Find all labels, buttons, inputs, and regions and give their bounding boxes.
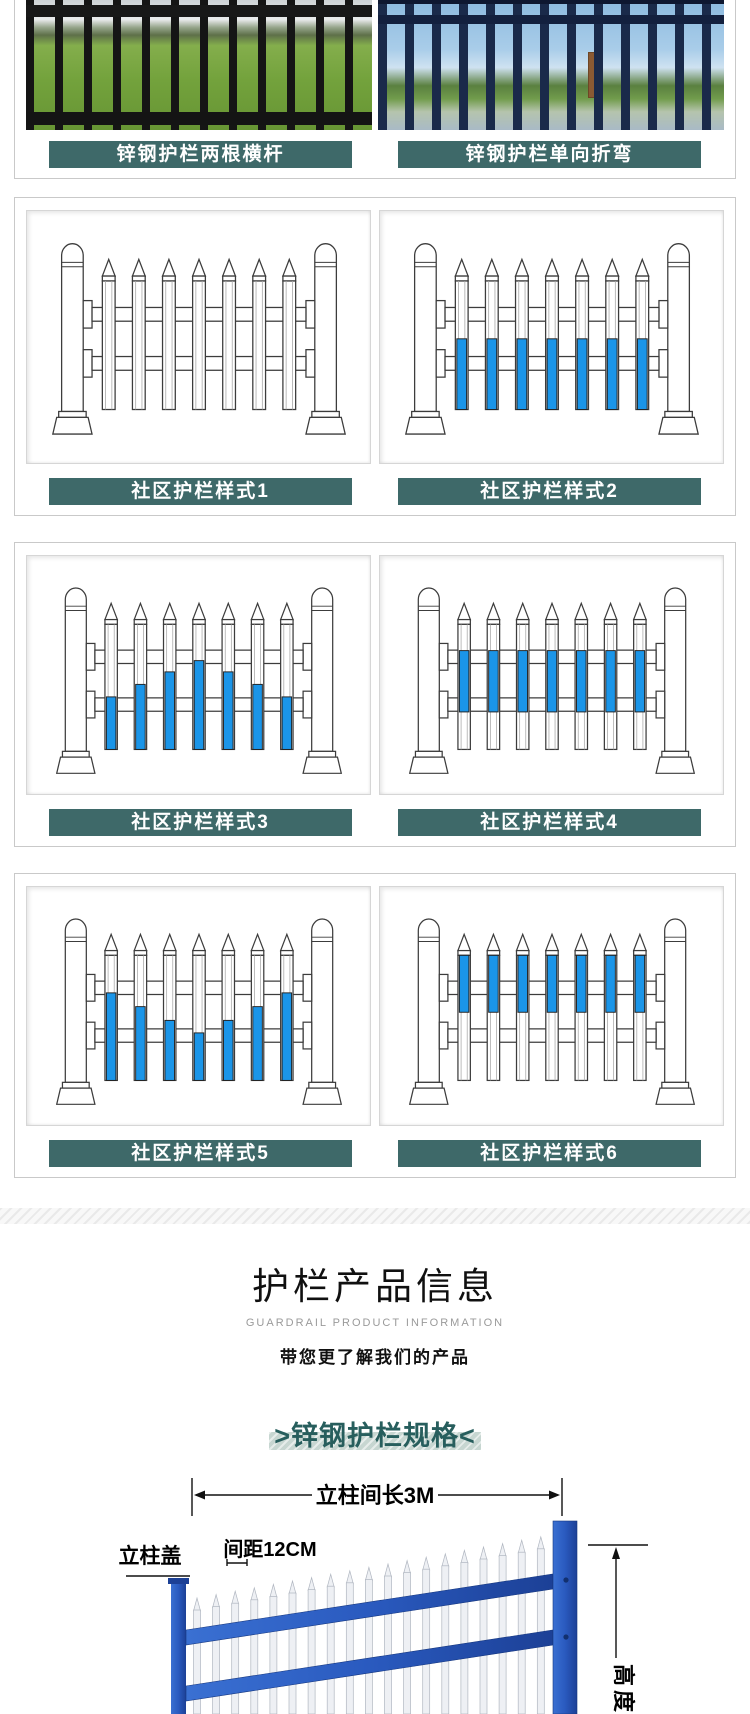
fence-styles-row-3: 社区护栏样式5 社区护栏样式6 [14, 873, 736, 1178]
post-spacing-label: 立柱间长3M [316, 1483, 435, 1508]
arrowhead-right [549, 1490, 560, 1500]
fence-diagram-style-2 [404, 243, 699, 435]
fence-diagram-style-4 [408, 587, 695, 774]
section-title: 护栏产品信息 [252, 1266, 498, 1307]
photo-section: 锌钢护栏两根横杆 锌钢护栏单向折弯 [14, 0, 736, 179]
height-arrowhead [612, 1547, 620, 1559]
rail-bolt-lower [563, 1634, 569, 1640]
fence-style-label-3: 社区护栏样式3 [48, 809, 353, 836]
right-post [552, 1520, 578, 1714]
fence-style-label-2: 社区护栏样式2 [397, 478, 702, 505]
post-cap-label: 立柱盖 [119, 1544, 182, 1568]
svg-text:高: 高 [611, 1664, 636, 1686]
hatched-divider [0, 1208, 750, 1224]
photo-caption-left: 锌钢护栏两根横杆 [48, 141, 353, 168]
rail-bolt-upper [563, 1577, 569, 1583]
fence-style-label-1: 社区护栏样式1 [48, 478, 353, 505]
fence-style-label-5: 社区护栏样式5 [48, 1140, 353, 1167]
fence-style-label-4: 社区护栏样式4 [397, 809, 702, 836]
photo-zinc-fence-single-bend [378, 0, 724, 130]
section-subtitle: GUARDRAIL PRODUCT INFORMATION [245, 1317, 505, 1329]
fence-style-panel-2 [379, 210, 724, 464]
spec-pickets [193, 1535, 545, 1714]
spec-header: >锌钢护栏规格< [0, 1414, 750, 1451]
wood-post [588, 52, 603, 98]
fence-style-panel-5 [26, 886, 371, 1126]
section-tagline: 带您更了解我们的产品 [280, 1348, 470, 1367]
left-post-cap [168, 1578, 189, 1584]
fence-style-panel-4 [379, 555, 724, 795]
left-post [171, 1584, 186, 1714]
picket-gap-label: 间距12CM [223, 1538, 316, 1561]
arrowhead-left [194, 1490, 205, 1500]
height-label: 高度 [611, 1664, 636, 1713]
spec-header-text: >锌钢护栏规格< [274, 1421, 476, 1451]
fence-style-panel-6 [379, 886, 724, 1126]
fence-style-panel-1 [26, 210, 371, 464]
fence-style-label-6: 社区护栏样式6 [397, 1140, 702, 1167]
fence-styles-row-2: 社区护栏样式3 社区护栏样式4 [14, 542, 736, 847]
fence-diagram-style-5 [55, 918, 342, 1105]
photo-zinc-fence-two-rails [26, 0, 372, 130]
photo-caption-row: 锌钢护栏两根横杆 锌钢护栏单向折弯 [26, 141, 724, 168]
photo-row [26, 0, 724, 130]
fence-styles-row-1: 社区护栏样式1 社区护栏样式2 [14, 197, 736, 516]
svg-text:度: 度 [611, 1690, 636, 1713]
fence-diagram-style-6 [408, 918, 695, 1105]
spec-header-band [269, 1432, 481, 1450]
fence-style-panel-3 [26, 555, 371, 795]
photo-caption-right: 锌钢护栏单向折弯 [397, 141, 702, 168]
fence-diagram-style-3 [55, 587, 342, 774]
fence-diagram-style-1 [51, 243, 346, 435]
spec-dimension-diagram: 立柱间长3M 间距12CM 立柱盖 高度 [119, 1478, 648, 1714]
